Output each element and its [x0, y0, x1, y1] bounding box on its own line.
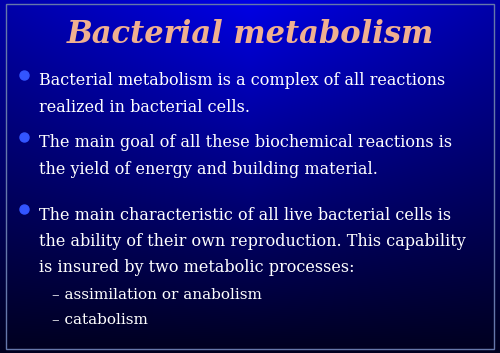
Text: – catabolism: – catabolism: [52, 313, 148, 327]
Text: The main characteristic of all live bacterial cells is: The main characteristic of all live bact…: [39, 207, 451, 223]
Text: is insured by two metabolic processes:: is insured by two metabolic processes:: [39, 259, 354, 276]
Text: Bacterial metabolism: Bacterial metabolism: [66, 19, 434, 50]
Text: Bacterial metabolism is a complex of all reactions: Bacterial metabolism is a complex of all…: [39, 72, 446, 89]
Text: realized in bacterial cells.: realized in bacterial cells.: [39, 99, 250, 116]
Text: – assimilation or anabolism: – assimilation or anabolism: [52, 288, 262, 302]
Text: the ability of their own reproduction. This capability: the ability of their own reproduction. T…: [39, 233, 466, 250]
Text: The main goal of all these biochemical reactions is: The main goal of all these biochemical r…: [39, 134, 452, 151]
Text: the yield of energy and building material.: the yield of energy and building materia…: [39, 161, 378, 178]
